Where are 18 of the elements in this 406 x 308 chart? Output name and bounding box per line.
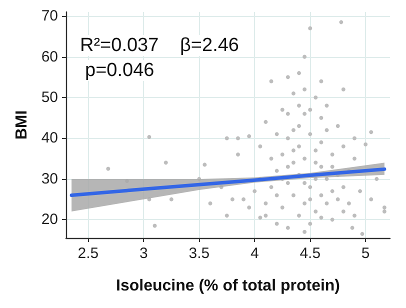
annotation: R²=0.037 [80, 35, 159, 56]
y-tick-label: 60 [41, 48, 58, 66]
annotation: β=2.46 [180, 35, 240, 56]
x-tick-label: 4 [250, 245, 259, 262]
y-tick-label: 70 [41, 8, 58, 25]
x-axis-title: Isoleucine (% of total protein) [116, 278, 340, 294]
y-tick-label: 30 [41, 170, 58, 188]
x-tick-label: 5 [361, 245, 370, 262]
x-tick-label: 3.5 [188, 245, 210, 262]
x-tick-label: 3 [140, 245, 148, 262]
y-tick-label: 50 [41, 89, 58, 106]
line-series [70, 167, 386, 197]
y-tick-label: 40 [41, 130, 58, 147]
y-tick-label: 20 [41, 211, 58, 228]
x-tick-label: 2.5 [78, 245, 99, 262]
x-tick-label: 4.5 [300, 245, 321, 262]
y-axis-title: BMI [14, 110, 30, 140]
annotation: p=0.046 [85, 60, 154, 81]
